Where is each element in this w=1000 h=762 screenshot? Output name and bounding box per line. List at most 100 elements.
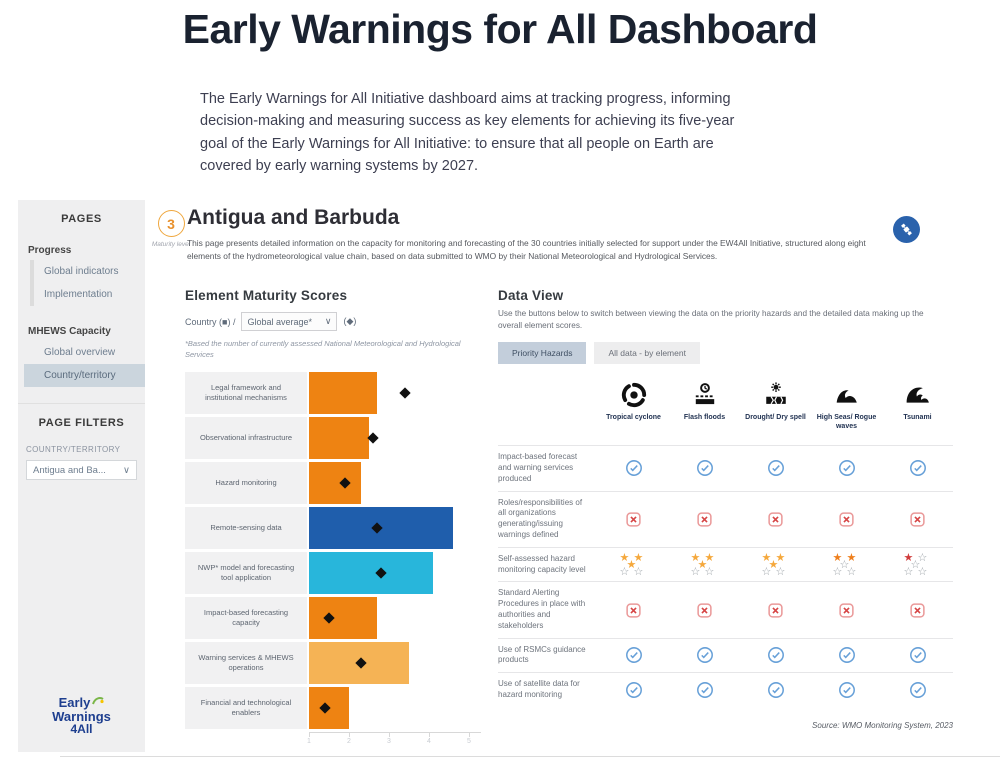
chart-bar-area	[309, 552, 481, 594]
chart-row: Impact-based forecasting capacity	[185, 597, 485, 639]
maturity-level-label: Maturity level	[151, 241, 191, 248]
chevron-down-icon: ∨	[123, 464, 130, 476]
hazard-label: Tsunami	[903, 413, 932, 421]
check-icon	[811, 681, 882, 699]
sidebar-group-progress: Progress	[28, 245, 72, 256]
hazard-column-header: Tropical cyclone	[598, 378, 669, 432]
element-maturity-scores-section: Element Maturity Scores Country (■) / Gl…	[185, 288, 485, 748]
check-icon	[598, 681, 669, 699]
average-selector-dropdown[interactable]: Global average* ∨	[241, 312, 338, 331]
hazard-label: High Seas/ Rogue waves	[816, 413, 877, 430]
country-description: This page presents detailed information …	[187, 238, 866, 261]
chart-category-label: Hazard monitoring	[185, 462, 307, 504]
tsunami-icon	[882, 378, 953, 408]
cross-icon	[669, 602, 740, 619]
star-outline-icon: ☆	[917, 564, 928, 578]
hazard-label: Drought/ Dry spell	[745, 413, 806, 421]
country-score-bar[interactable]	[309, 417, 369, 459]
check-icon	[740, 646, 811, 664]
sidebar-item-global-overview[interactable]: Global overview	[44, 347, 116, 358]
sidebar-item-global-indicators[interactable]: Global indicators	[44, 266, 119, 277]
check-icon	[598, 646, 669, 664]
country-filter-dropdown[interactable]: Antigua and Ba... ∨	[26, 460, 137, 480]
sidebar-filters-title: PAGE FILTERS	[38, 417, 125, 429]
hazard-column-header: Drought/ Dry spell	[740, 378, 811, 432]
country-score-bar[interactable]	[309, 597, 377, 639]
legend-country: Country (■) /	[185, 316, 236, 327]
star-rating: ★ ★ ★ ☆ ☆	[669, 552, 740, 578]
chart-category-label: Observational infrastructure	[185, 417, 307, 459]
table-row-label: Standard Alerting Procedures in place wi…	[498, 588, 586, 630]
hazard-label: Tropical cyclone	[606, 413, 661, 421]
chart-footnote: *Based the number of currently assessed …	[185, 339, 461, 359]
star-rating: ★ ★ ★ ☆ ☆	[740, 552, 811, 578]
cross-icon	[740, 511, 811, 528]
star-outline-icon: ☆	[846, 564, 857, 578]
star-filled-icon: ★	[619, 550, 630, 564]
star-outline-icon: ☆	[633, 564, 644, 578]
star-rating: ★ ★ ☆ ☆ ☆	[811, 552, 882, 578]
all-data-by-element-button[interactable]: All data - by element	[594, 341, 700, 364]
star-outline-icon: ☆	[910, 557, 921, 571]
star-filled-icon: ★	[903, 550, 914, 564]
star-filled-icon: ★	[690, 550, 701, 564]
chart-row: NWP* model and forecasting tool applicat…	[185, 552, 485, 594]
chart-category-label: Warning services & MHEWS operations	[185, 642, 307, 684]
star-filled-icon: ★	[768, 557, 779, 571]
chart-bar-area	[309, 597, 481, 639]
priority-hazards-button[interactable]: Priority Hazards	[498, 341, 587, 364]
hazard-label: Flash floods	[683, 413, 726, 421]
star-outline-icon: ☆	[917, 550, 928, 564]
country-score-bar[interactable]	[309, 462, 361, 504]
star-cluster: ★ ★ ★ ☆ ☆	[689, 552, 721, 578]
sidebar-item-country-territory[interactable]: Country/territory	[24, 364, 145, 387]
axis-tick	[429, 733, 430, 737]
cross-icon	[669, 511, 740, 528]
chart-row: Hazard monitoring	[185, 462, 485, 504]
check-icon	[740, 681, 811, 699]
chart-category-label: Financial and technological enablers	[185, 687, 307, 729]
star-filled-icon: ★	[704, 550, 715, 564]
data-view-toggle: Priority Hazards All data - by element	[498, 341, 953, 364]
chart-category-label: Remote-sensing data	[185, 507, 307, 549]
table-row: Use of satellite data for hazard monitor…	[498, 672, 953, 707]
chart-bar-area	[309, 462, 481, 504]
country-score-bar[interactable]	[309, 552, 433, 594]
axis-tick	[469, 733, 470, 737]
star-outline-icon: ☆	[775, 564, 786, 578]
check-icon	[598, 459, 669, 477]
cross-icon	[598, 602, 669, 619]
cross-icon	[598, 511, 669, 528]
star-filled-icon: ★	[697, 557, 708, 571]
star-filled-icon: ★	[846, 550, 857, 564]
ew4all-logo: Early Warnings 4All	[18, 696, 145, 736]
intro-paragraph: The Early Warnings for All Initiative da…	[200, 91, 735, 175]
table-row-label: Self-assessed hazard monitoring capacity…	[498, 553, 586, 574]
axis-tick-label: 1	[307, 738, 311, 745]
star-rating: ★ ★ ★ ☆ ☆	[598, 552, 669, 578]
chevron-down-icon: ∨	[324, 316, 332, 326]
country-filter-label: COUNTRY/TERRITORY	[26, 445, 121, 454]
star-filled-icon: ★	[633, 550, 644, 564]
country-score-bar[interactable]	[309, 372, 377, 414]
table-row-label: Use of RSMCs guidance products	[498, 644, 586, 665]
sidebar-item-implementation[interactable]: Implementation	[44, 289, 113, 300]
page-title: Early Warnings for All Dashboard	[182, 6, 818, 52]
hazard-header-row: Tropical cyclone Flash floods Drought/ Dry…	[498, 378, 953, 432]
axis-tick	[309, 733, 310, 737]
hazard-header-spacer	[498, 378, 598, 432]
legend-average: (◆)	[343, 316, 357, 326]
chart-x-axis: 1 2 3 4 5	[307, 732, 481, 748]
sidebar: PAGES Progress Global indicators Impleme…	[18, 200, 145, 752]
global-average-marker	[367, 432, 379, 444]
axis-tick-label: 5	[467, 738, 471, 745]
satellite-button[interactable]	[893, 216, 920, 243]
table-row: Standard Alerting Procedures in place wi…	[498, 581, 953, 637]
logo-line2: Warnings	[52, 708, 111, 724]
table-row: Use of RSMCs guidance products	[498, 637, 953, 673]
logo-line1: Early	[58, 695, 91, 711]
chart-row: Warning services & MHEWS operations	[185, 642, 485, 684]
chart-bar-area	[309, 417, 481, 459]
average-selector-value: Global average*	[247, 316, 312, 327]
